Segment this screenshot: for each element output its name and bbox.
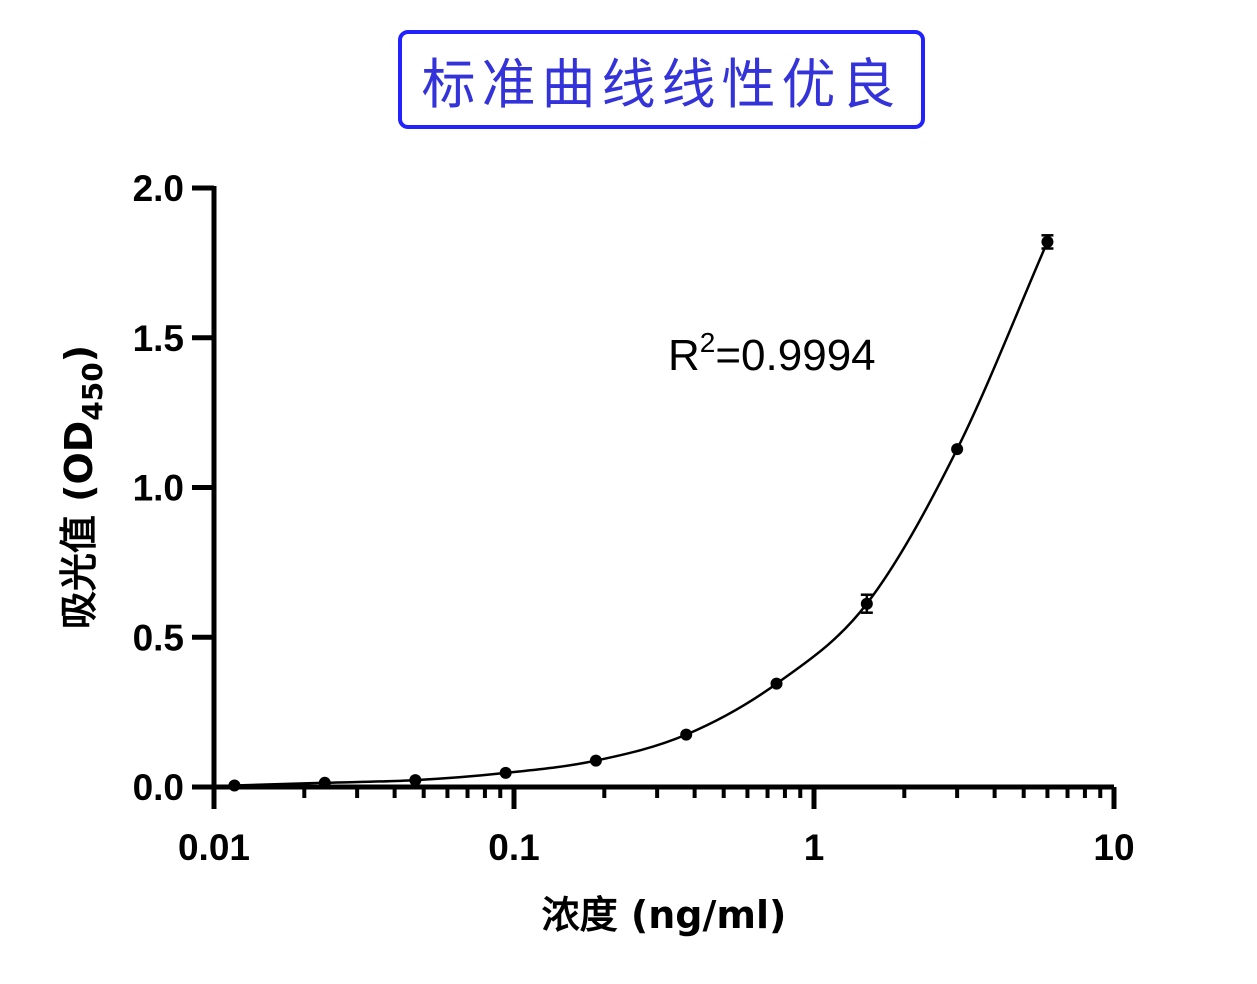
- y-axis-title: 吸光值 (OD450): [57, 345, 109, 629]
- data-point: [1041, 235, 1054, 248]
- r-squared-annotation: R2=0.9994: [668, 327, 876, 380]
- chart-title-box: 标准曲线线性优良: [398, 30, 925, 129]
- x-tick-label: 0.1: [488, 827, 539, 868]
- x-tick-label: 10: [1093, 827, 1134, 868]
- data-point: [228, 779, 241, 792]
- data-point: [499, 766, 512, 779]
- y-axis-title-main: 吸光值 (OD: [57, 421, 101, 629]
- x-tick-label: 0.01: [178, 827, 250, 868]
- y-tick-label: 2.0: [133, 168, 184, 209]
- r-squared-superscript: 2: [700, 327, 716, 358]
- data-point: [680, 728, 693, 741]
- r-squared-value: =0.9994: [715, 331, 875, 380]
- data-point: [318, 776, 331, 789]
- x-ticks: 0.01 0.1 1 10: [178, 787, 1135, 868]
- data-point: [589, 754, 602, 767]
- axes: [211, 186, 1114, 790]
- y-axis-title-subscript: 450: [76, 362, 109, 420]
- chart-title: 标准曲线线性优良: [421, 53, 902, 116]
- x-axis-title: 浓度 (ng/ml): [542, 893, 787, 937]
- data-points: [228, 234, 1054, 792]
- data-point: [409, 774, 422, 787]
- data-point: [951, 443, 964, 456]
- y-tick-label: 0.5: [133, 617, 184, 658]
- r-squared-base: R: [668, 331, 700, 380]
- y-tick-label: 0.0: [133, 767, 184, 808]
- y-tick-label: 1.5: [133, 318, 184, 359]
- y-tick-label: 1.0: [133, 468, 184, 509]
- fit-curve: [234, 241, 1049, 787]
- data-point: [860, 597, 873, 610]
- y-ticks: 0.0 0.5 1.0 1.5 2.0: [133, 168, 214, 808]
- x-tick-label: 1: [804, 827, 825, 868]
- data-point: [770, 677, 783, 690]
- y-axis-title-close: ): [57, 345, 101, 362]
